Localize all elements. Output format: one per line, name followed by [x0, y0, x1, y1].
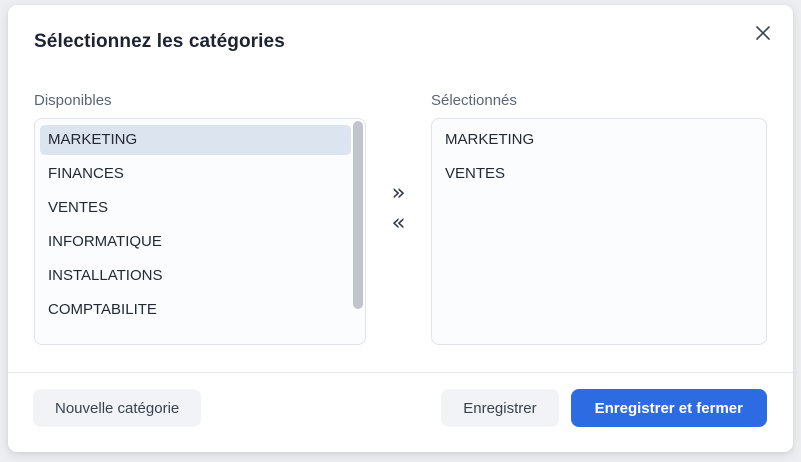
selected-label: Sélectionnés — [431, 92, 517, 109]
dialog-header: Sélectionnez les catégories — [8, 5, 793, 56]
list-item[interactable]: INFORMATIQUE — [48, 233, 162, 250]
dialog-title: Sélectionnez les catégories — [34, 31, 285, 52]
move-right-button[interactable]: » — [385, 180, 411, 206]
list-item[interactable]: INSTALLATIONS — [48, 267, 163, 284]
list-item[interactable]: FINANCES — [48, 165, 124, 182]
list-item[interactable]: VENTES — [445, 165, 506, 182]
move-left-button[interactable]: « — [385, 210, 411, 236]
close-button[interactable] — [747, 17, 779, 49]
selected-list[interactable]: MARKETING VENTES — [431, 118, 767, 345]
available-list[interactable]: MARKETING FINANCES VENTES INFORMATIQUE INSTA… — [34, 118, 366, 345]
scrollbar-thumb[interactable] — [353, 121, 363, 309]
list-item[interactable]: MARKETING — [445, 131, 535, 148]
dialog-body: Disponibles MARKETING FINANCES VENTES INFOR… — [8, 91, 793, 345]
save-and-close-button[interactable]: Enregistrer et fermer — [570, 389, 767, 427]
list-item[interactable]: MARKETING — [40, 125, 351, 155]
dialog-footer: Nouvelle catégorie Enregistrer Enregistr… — [8, 372, 793, 427]
transfer-controls: » « — [366, 81, 431, 335]
new-category-button[interactable]: Nouvelle catégorie — [33, 389, 202, 427]
available-label: Disponibles — [34, 92, 112, 109]
list-item[interactable]: VENTES — [48, 199, 109, 216]
list-item[interactable]: COMPTABILITE — [48, 301, 157, 318]
save-button[interactable]: Enregistrer — [441, 389, 559, 427]
scrollbar-track[interactable] — [353, 121, 363, 342]
close-icon — [753, 23, 773, 43]
select-categories-dialog: Sélectionnez les catégories Disponibles … — [8, 5, 793, 452]
available-column: Disponibles MARKETING FINANCES VENTES INFOR… — [34, 91, 366, 345]
selected-column: Sélectionnés MARKETING VENTES — [431, 91, 767, 345]
